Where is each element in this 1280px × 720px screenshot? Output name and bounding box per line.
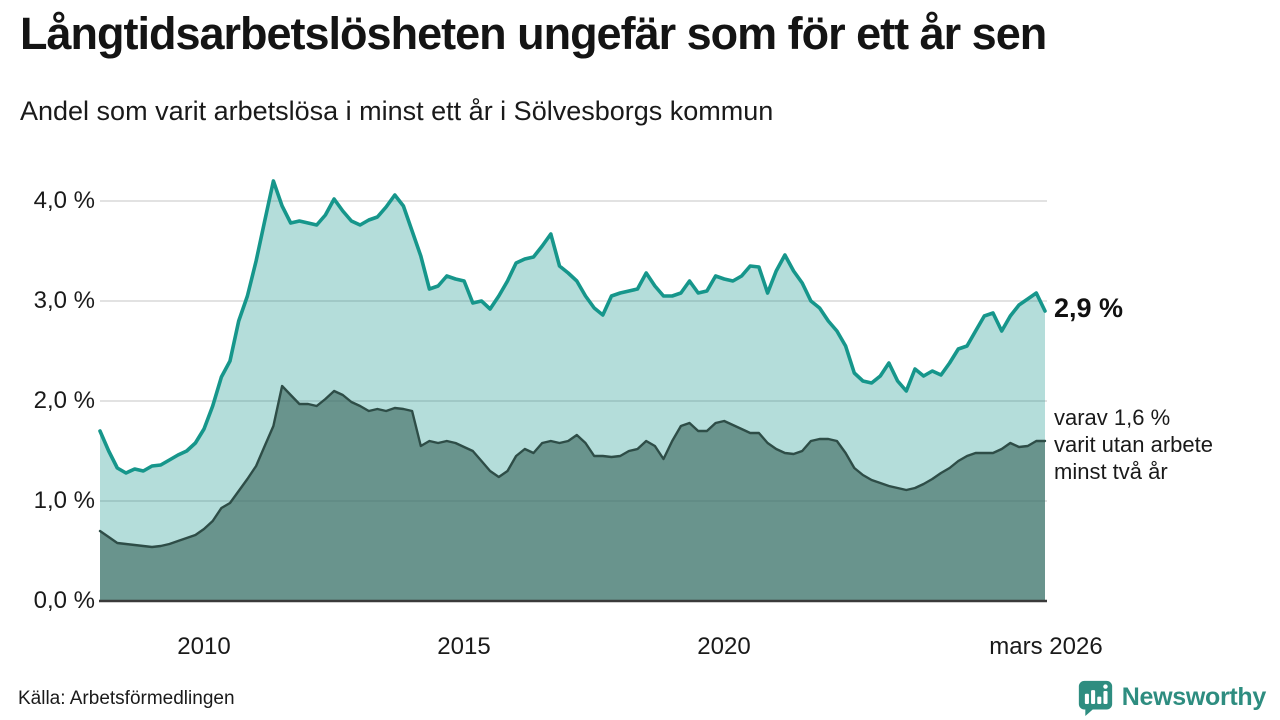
latest-value-label: 2,9 % [1054, 293, 1124, 323]
area-series-1 [100, 386, 1045, 601]
x-axis-tick-label: 2020 [697, 633, 751, 660]
x-axis-tick-label: 2010 [177, 633, 231, 660]
annotation-line: varit utan arbete [1054, 432, 1213, 457]
annotation-line: varav 1,6 % [1054, 405, 1171, 430]
y-axis-tick-label: 3,0 % [33, 287, 95, 314]
x-axis-tick-label: 2015 [437, 633, 491, 660]
newsworthy-bubble-chart-icon [1077, 679, 1114, 716]
secondary-series-annotation: varav 1,6 % varit utan arbete minst två … [1054, 404, 1213, 485]
line-series-0 [98, 179, 1047, 475]
chart-subtitle: Andel som varit arbetslösa i minst ett å… [20, 96, 774, 126]
y-axis-tick-label: 1,0 % [33, 487, 95, 514]
y-axis-tick-label: 2,0 % [33, 387, 95, 414]
newsworthy-wordmark: Newsworthy [1121, 683, 1267, 711]
x-axis-tick-label: mars 2026 [989, 633, 1103, 660]
page-title: Långtidsarbetslösheten ungefär som för e… [20, 8, 1047, 59]
line-series-1 [98, 384, 1047, 549]
annotation-line: minst två år [1054, 459, 1168, 484]
source-credit: Källa: Arbetsförmedlingen [18, 688, 235, 709]
newsworthy-logo[interactable]: Newsworthy [1077, 679, 1266, 716]
y-axis-tick-label: 4,0 % [33, 187, 95, 214]
y-axis-tick-label: 0,0 % [33, 587, 95, 614]
